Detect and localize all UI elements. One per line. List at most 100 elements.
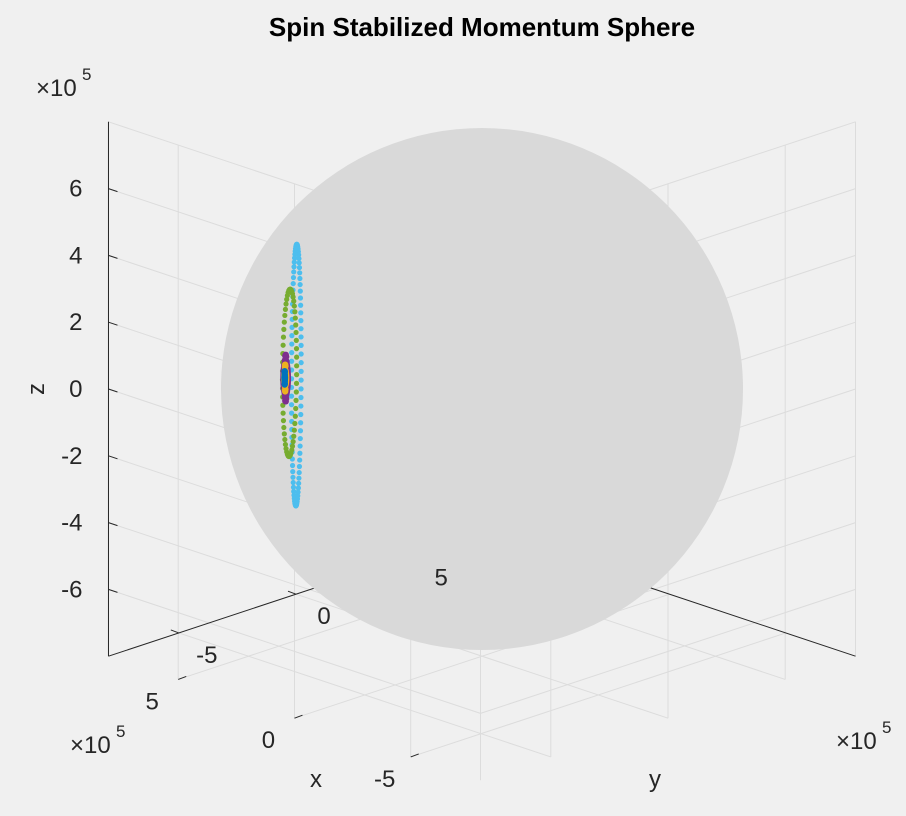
svg-text:×10: ×10	[836, 728, 877, 755]
trajectory-point	[289, 324, 295, 330]
trajectory-point	[297, 281, 303, 288]
z-tick-label: -4	[61, 510, 82, 537]
trajectory-point	[290, 484, 297, 490]
trajectory-point	[298, 342, 304, 348]
trajectory-point	[298, 368, 304, 374]
trajectory-point	[289, 410, 295, 416]
trajectory-point	[298, 351, 304, 357]
z-tick-label: 4	[69, 242, 82, 269]
trajectory-point	[283, 301, 289, 307]
trajectory-point	[294, 363, 300, 369]
trajectory-point	[284, 296, 290, 302]
trajectory-point	[294, 354, 300, 360]
trajectory-point	[290, 280, 296, 287]
trajectory-point	[289, 350, 295, 356]
trajectory-point	[282, 312, 288, 319]
trajectory-point	[293, 337, 299, 343]
svg-text:5: 5	[82, 65, 91, 84]
z-tick-mark	[108, 522, 118, 527]
trajectory-point	[293, 389, 299, 395]
y-tick-label: -5	[196, 642, 217, 669]
trajectory-point	[296, 469, 302, 476]
trajectory-point	[296, 264, 303, 271]
trajectory-point	[296, 475, 302, 481]
trajectory-point	[298, 326, 304, 332]
x-tick-mark	[410, 753, 419, 758]
trajectory-point	[293, 380, 300, 386]
trajectory-point	[280, 418, 287, 424]
trajectory-point	[291, 427, 297, 433]
trajectory-point	[297, 428, 304, 434]
trajectory-point	[288, 402, 295, 408]
trajectory-point	[289, 443, 296, 449]
trajectory-point	[297, 435, 303, 442]
svg-text:×10: ×10	[70, 732, 111, 759]
z-tick-mark	[108, 254, 118, 259]
trajectory-point	[291, 303, 297, 309]
trajectory-point	[297, 275, 303, 282]
x-tick-label: -5	[374, 766, 395, 793]
trajectory-point	[297, 443, 303, 449]
trajectory-core	[281, 371, 289, 385]
x-tick-label: 0	[262, 727, 275, 754]
trajectory-point	[296, 480, 302, 486]
trajectory-point	[295, 485, 301, 491]
trajectory-point	[280, 342, 286, 348]
trajectory-point	[289, 462, 296, 469]
x-tick-mark	[294, 714, 303, 719]
svg-text:5: 5	[116, 722, 125, 741]
y-tick-label: 5	[435, 564, 448, 591]
trajectory-point	[295, 489, 301, 495]
z-tick-label: -2	[61, 443, 82, 470]
trajectory-point	[293, 322, 299, 328]
z-tick-mark	[108, 588, 118, 593]
trajectory-point	[292, 315, 298, 321]
svg-text:×10: ×10	[36, 75, 77, 102]
trajectory-point	[291, 259, 297, 265]
z-tick-label: 2	[69, 309, 82, 336]
y-tick-label: 0	[317, 603, 330, 630]
trajectory-point	[297, 450, 303, 456]
trajectory-point	[291, 298, 297, 304]
trajectory-point	[288, 393, 295, 399]
y-tick-mark	[287, 590, 297, 595]
trajectory-point	[297, 295, 304, 301]
z-tick-mark	[108, 455, 118, 460]
trajectory-point	[298, 403, 304, 409]
trajectory-point	[289, 358, 295, 364]
trajectory-point	[292, 309, 298, 315]
tick-labels: 6 4 2 0 -2 -4 -6 5 0 -5 -5 0 5	[61, 176, 448, 793]
trajectory-point	[296, 463, 303, 470]
trajectory-point	[298, 420, 304, 426]
trajectory-point	[280, 334, 287, 340]
trajectory-point	[290, 439, 296, 445]
trajectory-point	[282, 306, 289, 312]
trajectory-point	[297, 288, 303, 294]
z-tick-mark	[108, 321, 118, 326]
trajectory-point	[296, 255, 302, 262]
trajectory-point	[298, 360, 304, 366]
trajectory-point	[290, 274, 297, 281]
trajectory-point	[282, 436, 288, 443]
y-axis-label: y	[649, 766, 661, 793]
trajectory-point	[296, 260, 302, 266]
trajectory-point	[298, 411, 304, 418]
x-tick-mark	[178, 675, 187, 680]
chart-title: Spin Stabilized Momentum Sphere	[269, 12, 695, 42]
z-tick-label: -6	[61, 576, 82, 603]
trajectory-point	[289, 333, 295, 339]
trajectory-point	[293, 329, 299, 336]
momentum-sphere	[220, 127, 744, 651]
x-exponent-label: ×10 5	[70, 722, 125, 759]
z-tick-label: 0	[69, 376, 82, 403]
trajectory-point	[298, 394, 304, 401]
trajectory-point	[297, 457, 303, 463]
trajectory-points	[279, 241, 304, 509]
trajectory-point	[290, 474, 296, 480]
trajectory-point	[293, 346, 300, 352]
x-axis-label: x	[310, 766, 322, 793]
trajectory-point	[281, 326, 287, 332]
trajectory-point	[292, 255, 298, 261]
trajectory-point	[298, 310, 304, 316]
